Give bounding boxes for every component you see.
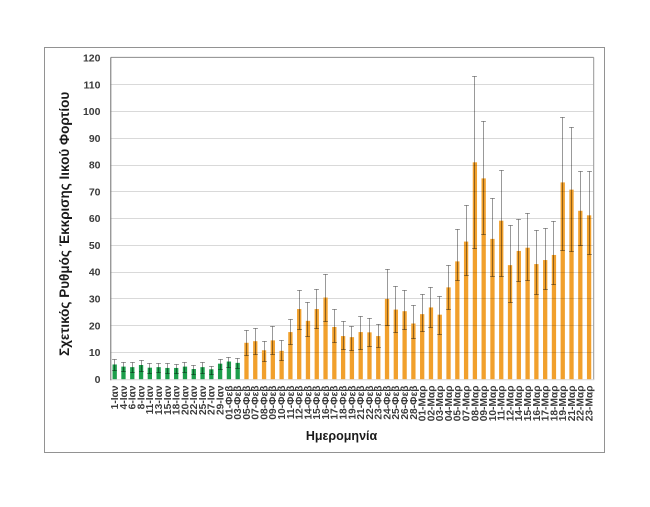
svg-text:15-Φεβ: 15-Φεβ bbox=[312, 386, 323, 420]
svg-text:23-Φεβ: 23-Φεβ bbox=[374, 386, 385, 420]
svg-text:6-Ιαν: 6-Ιαν bbox=[128, 385, 139, 409]
svg-text:0: 0 bbox=[95, 374, 101, 386]
svg-text:10-Μαρ: 10-Μαρ bbox=[488, 386, 499, 422]
svg-text:18-Ιαν: 18-Ιαν bbox=[172, 385, 183, 415]
svg-text:26-Φεβ: 26-Φεβ bbox=[400, 386, 411, 420]
svg-text:29-Ιαν: 29-Ιαν bbox=[216, 385, 227, 415]
svg-text:01-Φεβ: 01-Φεβ bbox=[224, 386, 235, 420]
svg-text:40: 40 bbox=[89, 267, 101, 279]
svg-text:09-Φεβ: 09-Φεβ bbox=[268, 386, 279, 420]
svg-text:15-Ιαν: 15-Ιαν bbox=[163, 385, 174, 415]
svg-text:08-Μαρ: 08-Μαρ bbox=[470, 386, 481, 422]
svg-text:14-Φεβ: 14-Φεβ bbox=[303, 386, 314, 420]
svg-text:22-Ιαν: 22-Ιαν bbox=[189, 385, 200, 415]
svg-text:25-Φεβ: 25-Φεβ bbox=[391, 386, 402, 420]
svg-text:19-Μαρ: 19-Μαρ bbox=[558, 386, 569, 422]
svg-text:17-Μαρ: 17-Μαρ bbox=[541, 386, 552, 422]
svg-text:15-Μαρ: 15-Μαρ bbox=[523, 386, 534, 422]
svg-text:60: 60 bbox=[89, 213, 101, 225]
svg-text:11-Ιαν: 11-Ιαν bbox=[145, 385, 156, 414]
svg-text:18-Μαρ: 18-Μαρ bbox=[549, 386, 560, 422]
svg-text:04-Μαρ: 04-Μαρ bbox=[444, 386, 455, 422]
svg-text:Ημερομηνία: Ημερομηνία bbox=[306, 429, 378, 443]
svg-text:8-Ιαν: 8-Ιαν bbox=[136, 385, 147, 409]
svg-text:11-Φεβ: 11-Φεβ bbox=[286, 386, 297, 420]
svg-text:70: 70 bbox=[89, 186, 101, 198]
svg-text:13-Ιαν: 13-Ιαν bbox=[154, 385, 165, 415]
svg-text:28-Φεβ: 28-Φεβ bbox=[409, 386, 420, 420]
svg-text:08-Φεβ: 08-Φεβ bbox=[259, 386, 270, 420]
svg-text:24-Φεβ: 24-Φεβ bbox=[382, 386, 393, 420]
svg-text:20: 20 bbox=[89, 320, 101, 332]
svg-text:17-Φεβ: 17-Φεβ bbox=[330, 386, 341, 420]
svg-text:21-Μαρ: 21-Μαρ bbox=[567, 386, 578, 422]
svg-text:1-Ιαν: 1-Ιαν bbox=[110, 385, 121, 409]
svg-text:16-Μαρ: 16-Μαρ bbox=[532, 386, 543, 422]
svg-text:07-Φεβ: 07-Φεβ bbox=[251, 386, 262, 420]
svg-text:14-Μαρ: 14-Μαρ bbox=[514, 386, 525, 422]
svg-text:18-Φεβ: 18-Φεβ bbox=[339, 386, 350, 420]
svg-text:4-Ιαν: 4-Ιαν bbox=[119, 385, 130, 409]
svg-text:19-Φεβ: 19-Φεβ bbox=[347, 386, 358, 420]
svg-text:10-Φεβ: 10-Φεβ bbox=[277, 386, 288, 420]
svg-text:50: 50 bbox=[89, 240, 101, 252]
svg-text:80: 80 bbox=[89, 160, 101, 172]
svg-text:110: 110 bbox=[84, 79, 101, 91]
svg-text:11-Μαρ: 11-Μαρ bbox=[497, 386, 508, 421]
svg-text:20-Ιαν: 20-Ιαν bbox=[180, 385, 191, 415]
svg-text:07-Μαρ: 07-Μαρ bbox=[462, 386, 473, 422]
svg-text:05-Φεβ: 05-Φεβ bbox=[242, 386, 253, 420]
svg-text:27-Ιαν: 27-Ιαν bbox=[207, 385, 218, 415]
svg-text:03-Φεβ: 03-Φεβ bbox=[233, 386, 244, 420]
svg-text:Σχετικός Ρυθμός Έκκρισης Ιικού: Σχετικός Ρυθμός Έκκρισης Ιικού Φορτίου bbox=[57, 92, 72, 356]
svg-text:12-Μαρ: 12-Μαρ bbox=[505, 386, 516, 422]
svg-text:10: 10 bbox=[89, 347, 101, 359]
svg-text:09-Μαρ: 09-Μαρ bbox=[479, 386, 490, 422]
svg-text:01-Μαρ: 01-Μαρ bbox=[418, 386, 429, 422]
svg-text:22-Μαρ: 22-Μαρ bbox=[576, 386, 587, 422]
svg-text:100: 100 bbox=[83, 106, 101, 118]
svg-text:16-Φεβ: 16-Φεβ bbox=[321, 386, 332, 420]
svg-text:120: 120 bbox=[83, 53, 101, 65]
svg-text:02-Μαρ: 02-Μαρ bbox=[426, 386, 437, 422]
svg-text:03-Μαρ: 03-Μαρ bbox=[435, 386, 446, 422]
svg-text:22-Φεβ: 22-Φεβ bbox=[365, 386, 376, 420]
svg-text:12-Φεβ: 12-Φεβ bbox=[295, 386, 306, 420]
svg-text:23-Μαρ: 23-Μαρ bbox=[584, 386, 595, 422]
svg-text:30: 30 bbox=[89, 293, 101, 305]
svg-text:05-Μαρ: 05-Μαρ bbox=[453, 386, 464, 422]
svg-text:25-Ιαν: 25-Ιαν bbox=[198, 385, 209, 415]
svg-text:90: 90 bbox=[89, 133, 101, 145]
svg-text:21-Φεβ: 21-Φεβ bbox=[356, 386, 367, 420]
